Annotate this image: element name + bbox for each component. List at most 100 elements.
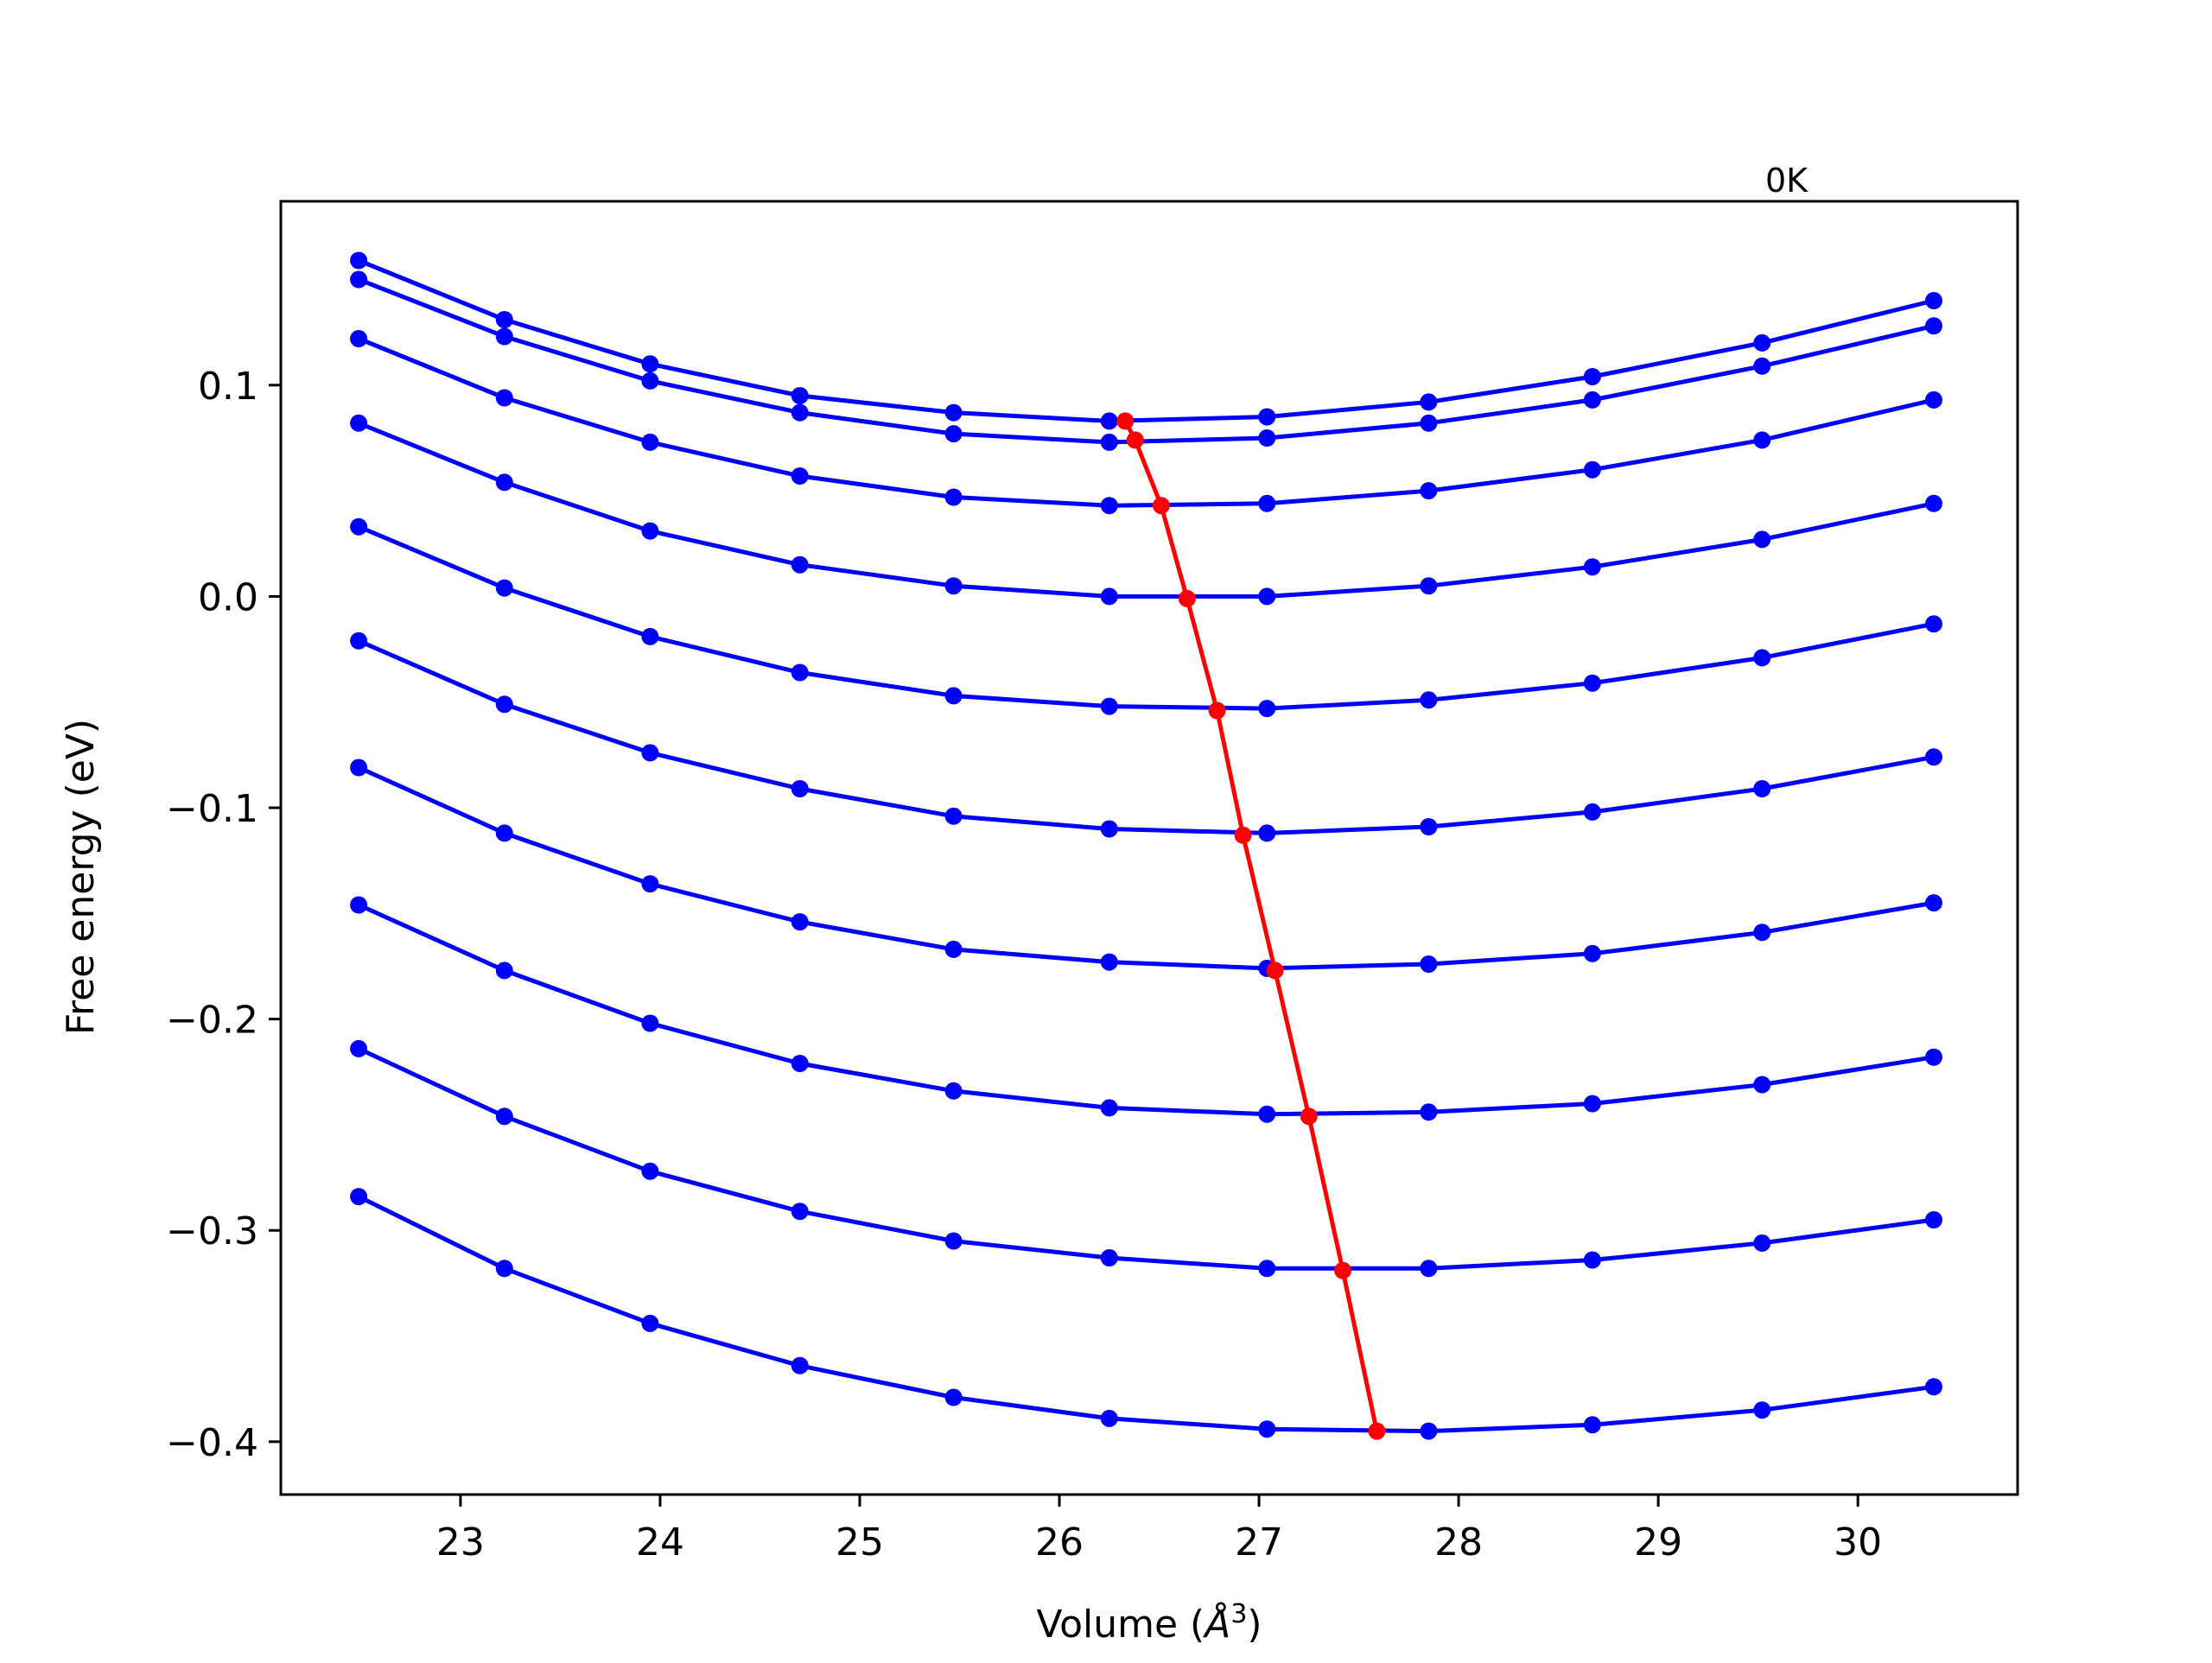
curve-2-point-7 [1258,429,1276,447]
curve-9-point-5 [944,1232,963,1250]
curve-5-point-6 [1100,820,1118,838]
curve-7-point-4 [791,913,809,931]
curve-2-point-8 [1420,414,1438,432]
curve-2-point-9 [1583,390,1601,409]
x-tick-label-25: 25 [836,1520,884,1565]
curve-3-point-10 [1753,431,1771,449]
minimum-point-2 [1126,431,1144,449]
curve-9-point-11 [1925,1211,1942,1228]
curve-3-point-3 [641,433,659,451]
curve-1-point-7 [1258,408,1276,426]
curve-6-point-5 [944,687,963,705]
x-tick-label-30: 30 [1834,1520,1882,1565]
curve-4-point-9 [1583,558,1601,576]
curve-10-point-7 [1258,1420,1276,1438]
curve-10-point-4 [791,1356,809,1374]
curve-1-point-1 [350,251,368,270]
curve-1-point-8 [1420,393,1438,411]
curve-9-point-1 [350,1039,368,1057]
curve-4-point-2 [495,473,513,492]
x-tick-label-23: 23 [436,1520,485,1565]
curve-5-point-11 [1925,748,1942,766]
x-axis-label-unit: Å [1202,1601,1230,1647]
x-axis-label: Volume (Å3) [1036,1599,1262,1647]
curve-4-point-7 [1258,587,1276,606]
curve-7-point-8 [1420,955,1438,973]
curve-6-point-3 [641,627,659,645]
curve-10-point-10 [1753,1401,1771,1419]
curve-9-point-7 [1258,1260,1276,1278]
curve-4-point-6 [1100,587,1118,606]
plot-frame [279,200,2019,1496]
y-axis-ticks: 0.1 0.0 −0.1 −0.2 −0.3 −0.4 [166,365,281,1465]
curve-1-point-4 [791,387,809,404]
curve-4-point-10 [1753,530,1771,549]
curve-2-point-5 [944,425,963,443]
curve-line-10 [357,1194,1935,1434]
curve-line-8 [358,903,1935,1117]
curve-5-point-2 [495,695,513,714]
curve-6-point-9 [1583,674,1601,692]
y-tick-label-6: −0.4 [166,1421,258,1465]
minimum-point-9 [1334,1261,1352,1279]
curve-5-point-7 [1258,824,1276,842]
y-tick-label-3: −0.1 [166,787,258,831]
curve-9-point-10 [1753,1234,1771,1252]
y-tick-label-4: −0.2 [166,999,258,1043]
curve-3-point-5 [944,488,963,506]
minimum-point-1 [1116,412,1135,430]
curve-5-point-3 [641,744,659,762]
curve-2-point-4 [791,403,809,422]
x-axis-label-close: ) [1247,1603,1262,1647]
curve-10-point-1 [350,1188,368,1206]
x-tick-label-26: 26 [1035,1520,1084,1565]
curve-8-point-9 [1583,1095,1601,1113]
curve-3-point-6 [1100,497,1118,515]
minimum-point-7 [1266,962,1284,980]
curve-3-point-4 [791,467,809,485]
x-tick-label-27: 27 [1235,1520,1283,1565]
curve-5-point-1 [350,632,368,650]
curve-4-point-4 [791,555,809,574]
curve-line-6 [358,524,1935,711]
curve-10-point-5 [944,1388,963,1406]
y-tick-label-1: 0.1 [198,365,258,409]
curve-7-point-11 [1925,894,1942,912]
curve-5-point-8 [1420,818,1438,835]
curve-8-point-11 [1925,1048,1942,1066]
curve-3-point-1 [350,330,368,347]
curve-9-point-9 [1583,1251,1601,1269]
curve-8-point-4 [791,1055,809,1072]
curve-4-point-11 [1925,494,1942,512]
curve-5-point-5 [944,807,963,825]
curve-6-point-2 [495,579,513,597]
curve-line-2 [358,277,1935,445]
curve-9-point-6 [1100,1249,1118,1266]
curve-9-point-2 [495,1108,513,1126]
curve-3-point-7 [1258,494,1276,512]
minimum-point-3 [1152,497,1170,515]
curve-7-point-3 [641,875,659,893]
curve-2-point-2 [495,327,513,346]
curve-9-point-8 [1420,1260,1438,1278]
curve-8-point-5 [944,1082,963,1100]
curve-7-point-6 [1100,953,1118,971]
minima-line [1123,420,1379,1432]
curve-1-point-2 [495,311,513,328]
curve-3-point-8 [1420,482,1438,500]
curve-8-point-1 [350,896,368,914]
curve-7-point-2 [495,824,513,842]
curve-10-point-6 [1100,1409,1118,1427]
curve-5-point-4 [791,780,809,797]
curve-2-point-10 [1753,357,1771,375]
curve-4-point-8 [1420,577,1438,595]
curve-6-point-7 [1258,700,1276,718]
curve-1-point-9 [1583,368,1601,385]
curve-6-point-8 [1420,691,1438,709]
y-tick-label-5: −0.3 [166,1209,258,1254]
curve-6-point-11 [1925,615,1942,633]
curve-3-point-9 [1583,460,1601,479]
minimum-point-5 [1208,701,1226,720]
